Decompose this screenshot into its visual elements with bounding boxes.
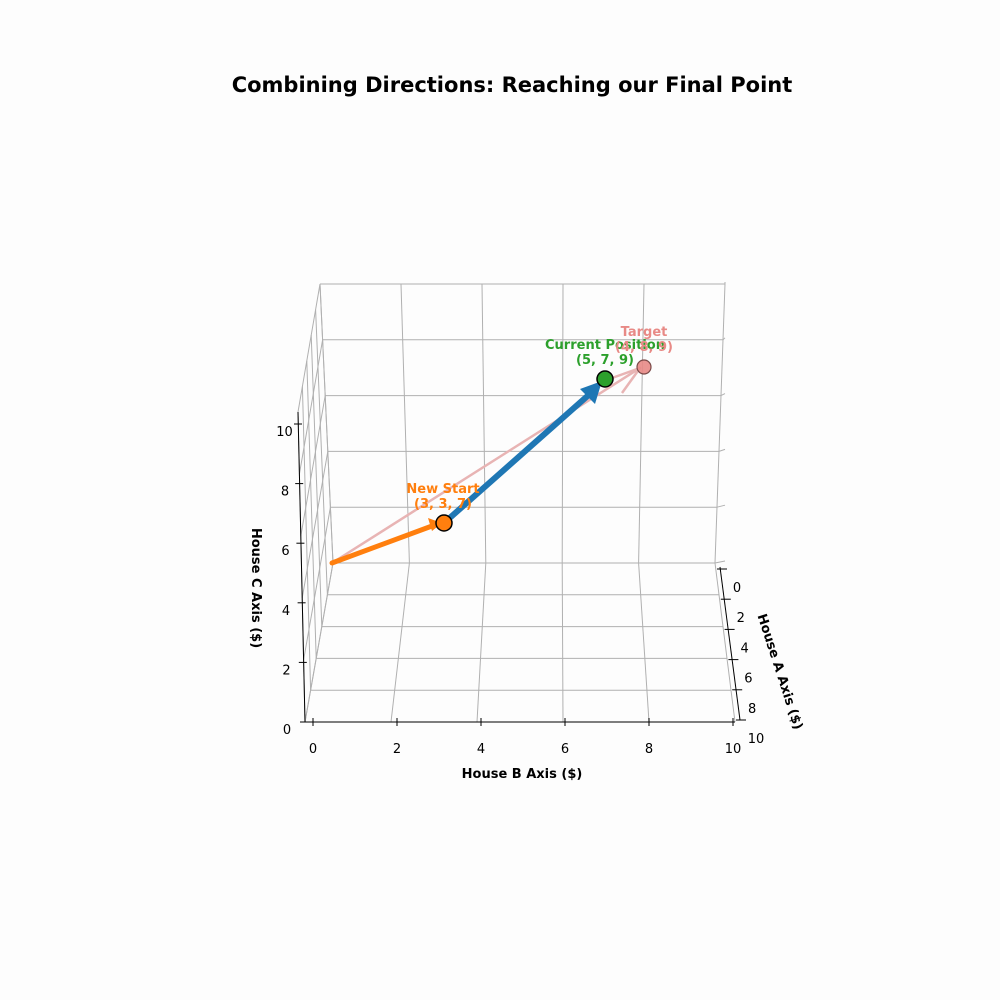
side-gridline <box>304 562 334 723</box>
floor-gridline <box>714 562 736 723</box>
side-gridline <box>298 339 324 475</box>
wall-gridline <box>714 283 726 564</box>
side-gridline <box>720 393 726 397</box>
a-axis-tick-label: 6 <box>744 672 752 687</box>
vectors <box>329 366 642 566</box>
a-axis-tick-label: 0 <box>733 581 741 596</box>
wall-gridline <box>561 283 564 564</box>
side-gridline <box>319 283 334 564</box>
floor-gridline <box>390 562 410 723</box>
side-gridline <box>301 386 312 691</box>
a-axis-label: House A Axis ($) <box>754 612 806 732</box>
side-gridline <box>315 309 328 595</box>
axes: 0 2 4 6 8 10 House B Axis ($) 0 2 4 6 8 10 House C Ax… <box>248 411 806 782</box>
side-gridline <box>301 451 329 599</box>
new-start-marker <box>435 514 453 532</box>
b-axis-tick-label: 4 <box>477 742 485 757</box>
side-gridline <box>306 360 317 659</box>
points: New Start(3, 3, 7) Current Position(5, 7,… <box>406 325 673 532</box>
new-start-label: New Start <box>406 482 479 497</box>
current-position-marker <box>596 370 614 388</box>
direct-path-arrowhead <box>611 366 641 380</box>
target-marker <box>636 359 652 375</box>
b-axis-tick-label: 8 <box>645 742 653 757</box>
a-axis-line <box>719 566 741 721</box>
c-axis-tick-label: 0 <box>283 723 291 738</box>
a-axis-tick-label: 2 <box>737 611 745 626</box>
c-axis-label: House C Axis ($) <box>248 528 263 648</box>
chart-title: Combining Directions: Reaching our Final… <box>232 73 793 97</box>
current-position-label: Current Position <box>545 338 665 353</box>
b-axis-tick-label: 2 <box>393 742 401 757</box>
side-gridline <box>300 395 326 537</box>
wall-gridline <box>638 283 645 564</box>
b-axis-tick-label: 10 <box>725 742 742 757</box>
first-step-arrowhead <box>428 518 442 531</box>
wall-gridline <box>481 283 487 564</box>
side-gridline <box>716 504 726 508</box>
a-axis-tick-label: 10 <box>748 732 765 747</box>
a-axis-tick-label: 4 <box>740 641 748 656</box>
new-start-coords: (3, 3, 7) <box>414 497 472 512</box>
side-gridline <box>310 335 323 627</box>
b-axis-tick-label: 0 <box>309 742 317 757</box>
floor-gridline <box>561 562 564 723</box>
c-axis-tick-label: 8 <box>281 485 289 500</box>
floor-gridline <box>638 562 650 723</box>
first-step-vector <box>329 523 435 566</box>
wall-gridline <box>400 283 410 564</box>
side-gridline <box>722 337 726 341</box>
second-step-vector <box>441 389 595 526</box>
c-axis-tick-label: 10 <box>276 425 293 440</box>
a-axis-tick-label: 8 <box>748 702 756 717</box>
floor-gridline <box>476 562 487 723</box>
side-gridline <box>718 448 726 452</box>
side-gridline <box>714 560 726 564</box>
c-axis-tick-label: 6 <box>281 544 289 559</box>
c-axis-line <box>297 411 306 723</box>
target-coords: (4, 8, 9) <box>615 340 673 355</box>
c-axis-tick-label: 2 <box>282 663 290 678</box>
direct-path-arrowhead <box>620 367 642 394</box>
b-axis-label: House B Axis ($) <box>462 767 583 782</box>
side-gridline <box>303 507 331 661</box>
side-gridline <box>297 283 321 413</box>
current-position-coords: (5, 7, 9) <box>576 353 634 368</box>
second-step-arrowhead <box>580 381 602 404</box>
b-axis-tick-label: 6 <box>561 742 569 757</box>
target-label: Target <box>621 325 668 340</box>
c-axis-tick-label: 4 <box>282 604 290 619</box>
direct-path-vector <box>330 366 642 565</box>
